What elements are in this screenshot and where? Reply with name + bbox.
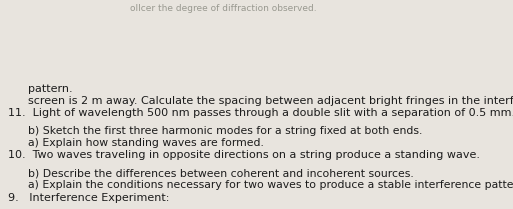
Text: 9.   Interference Experiment:: 9. Interference Experiment:	[8, 193, 169, 203]
Text: b) Sketch the first three harmonic modes for a string fixed at both ends.: b) Sketch the first three harmonic modes…	[28, 126, 422, 136]
Text: a) Explain how standing waves are formed.: a) Explain how standing waves are formed…	[28, 138, 264, 148]
Text: 11.  Light of wavelength 500 nm passes through a double slit with a separation o: 11. Light of wavelength 500 nm passes th…	[8, 108, 513, 118]
Text: ollcer the degree of diffraction observed.: ollcer the degree of diffraction observe…	[130, 4, 317, 13]
Text: b) Describe the differences between coherent and incoherent sources.: b) Describe the differences between cohe…	[28, 168, 414, 178]
Text: screen is 2 m away. Calculate the spacing between adjacent bright fringes in the: screen is 2 m away. Calculate the spacin…	[28, 96, 513, 106]
Text: pattern.: pattern.	[28, 84, 73, 94]
Text: 10.  Two waves traveling in opposite directions on a string produce a standing w: 10. Two waves traveling in opposite dire…	[8, 150, 480, 160]
Text: a) Explain the conditions necessary for two waves to produce a stable interferen: a) Explain the conditions necessary for …	[28, 180, 513, 190]
